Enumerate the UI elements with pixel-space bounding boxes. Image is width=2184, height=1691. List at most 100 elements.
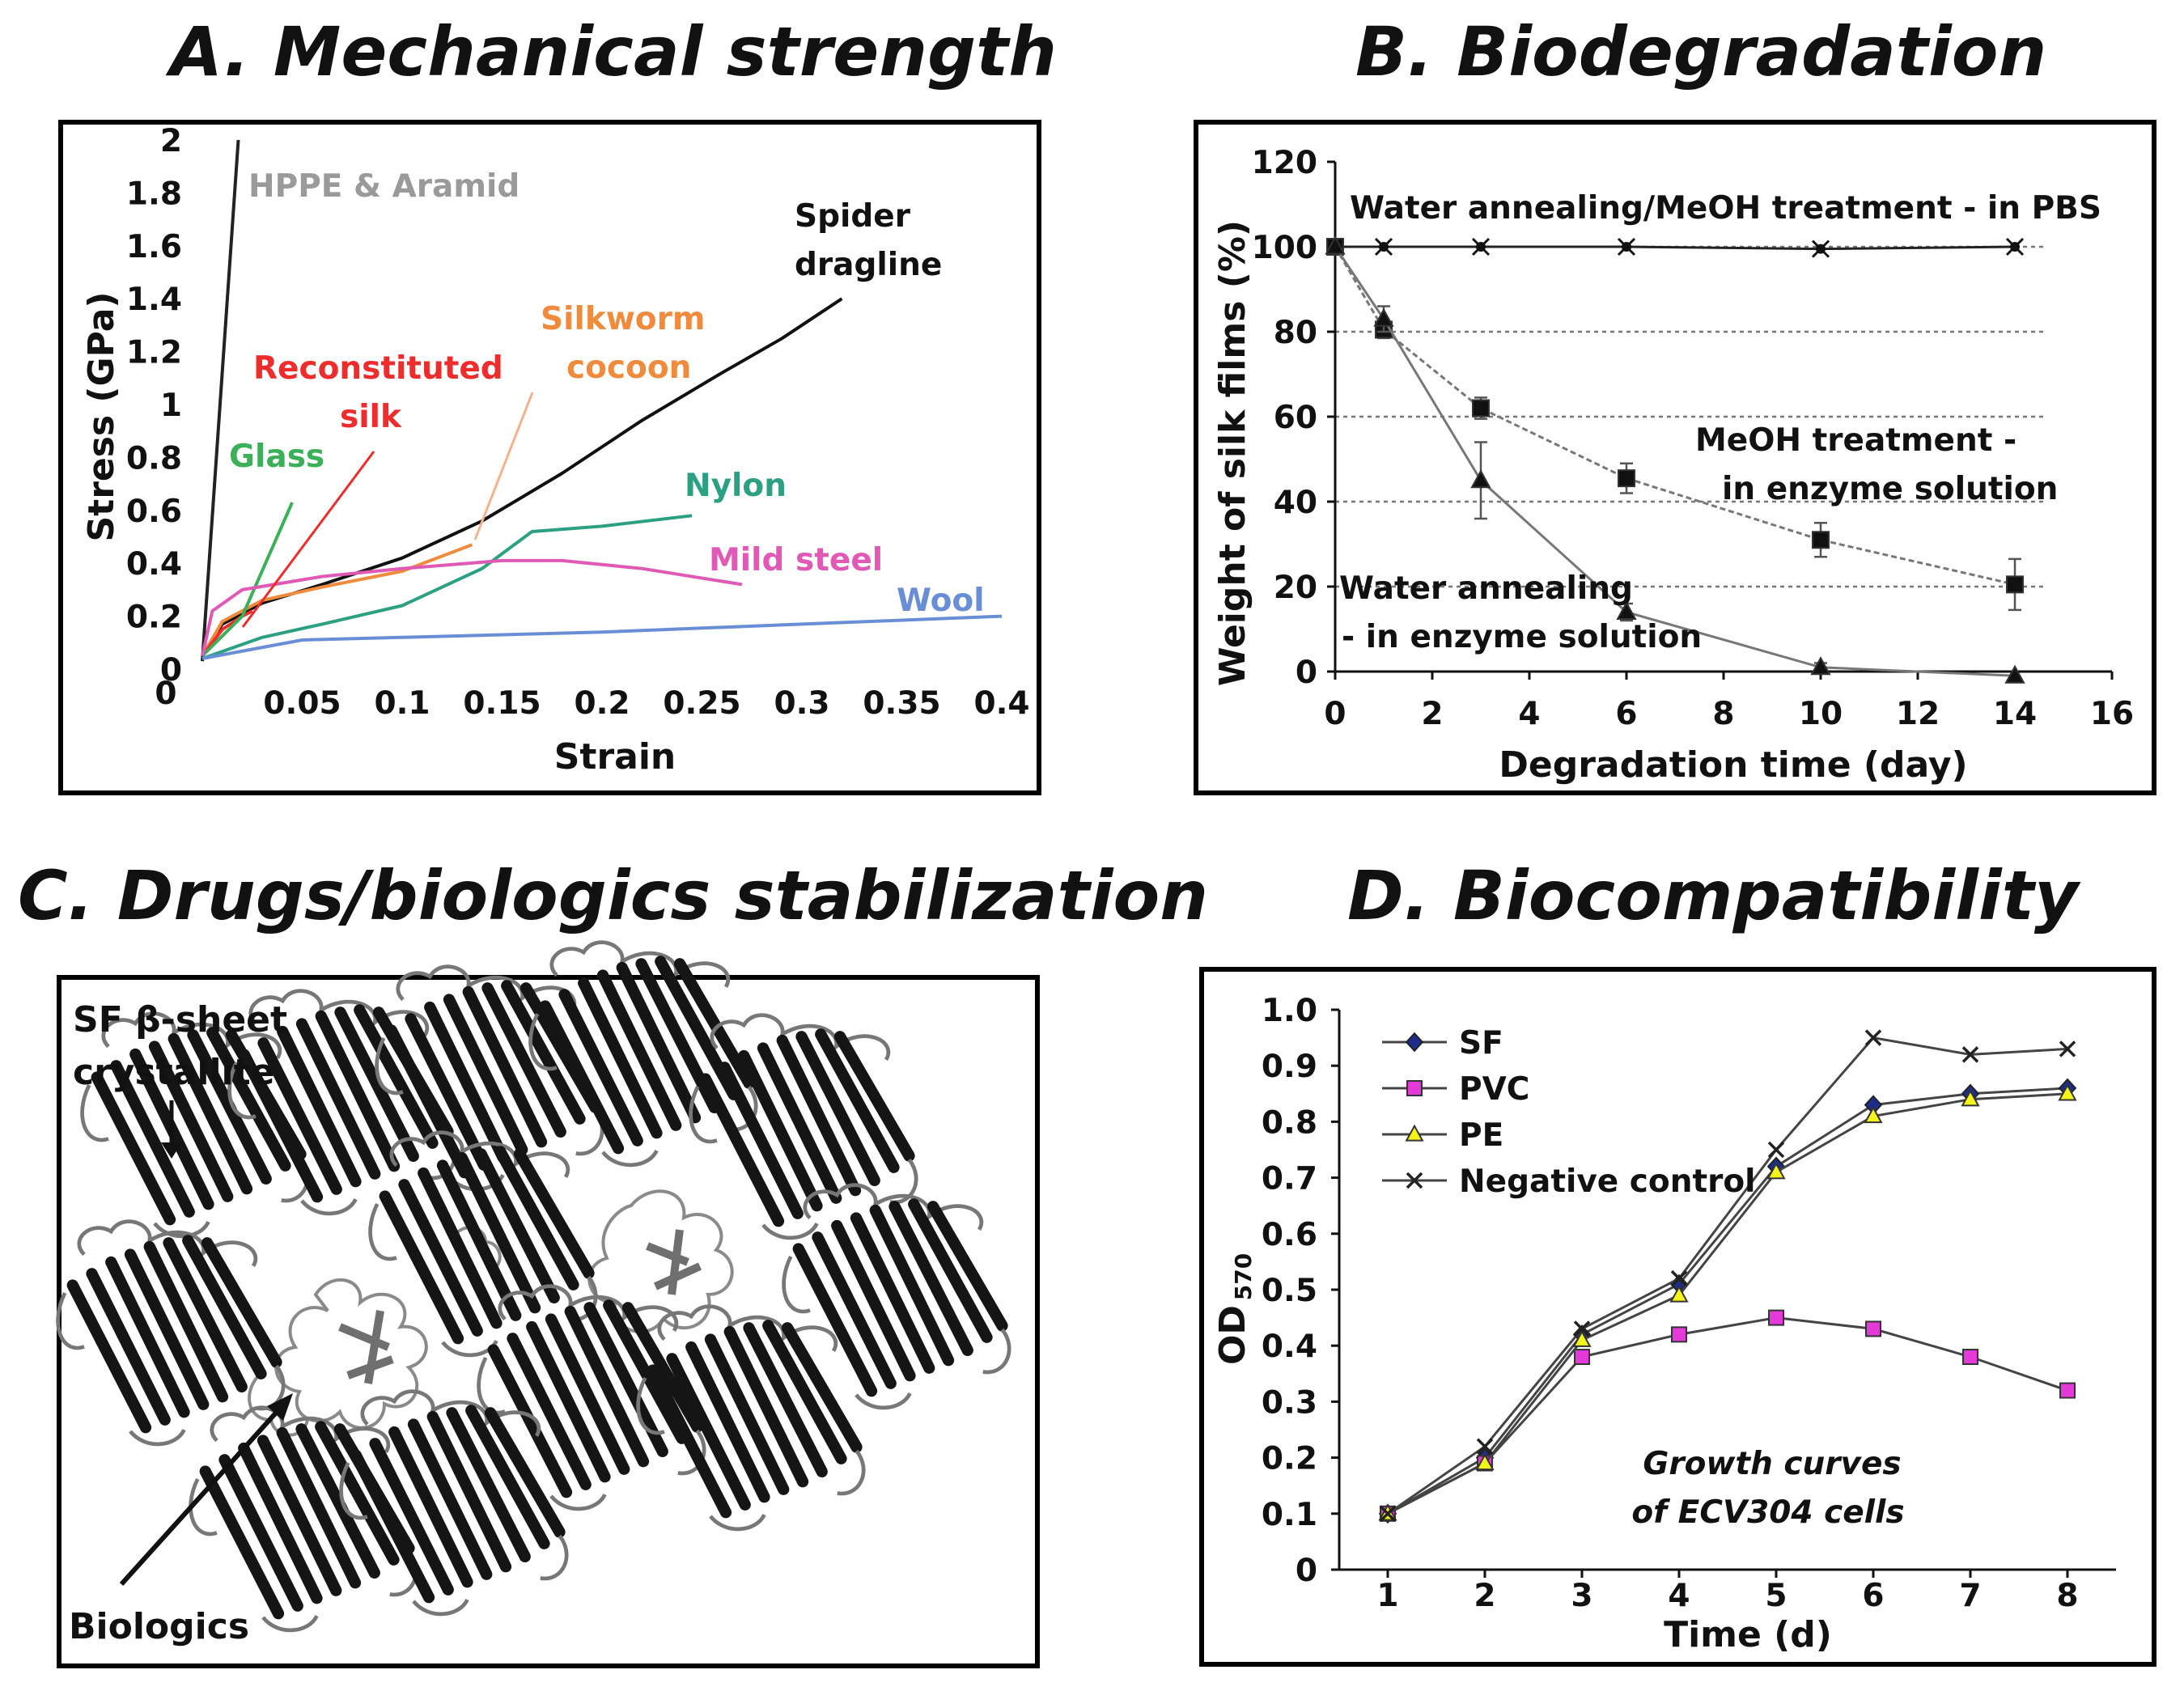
b-y-tick-80: 80 (1274, 315, 1317, 351)
b-y-tick-20: 20 (1274, 570, 1317, 606)
panel-d-title: D. Biocompatibility (1347, 856, 2079, 935)
label-spider-dragline-line1: Spider (795, 198, 911, 235)
panel-a-title: A. Mechanical strength (170, 12, 1058, 91)
d-point-pvc-2 (1574, 1349, 1590, 1366)
d-legend-label-negative-control: Negative control (1459, 1163, 1756, 1200)
a-y-tick-1-2: 1.2 (126, 335, 182, 371)
panel-d-y-ticks: 0 0.1 0.2 0.3 0.4 0.5 0.6 0.7 0.8 0.9 1.0 (1262, 993, 1339, 1589)
panel-a-x-ticks: 0 0.05 0.1 0.15 0.2 0.25 0.3 0.35 0.4 (155, 676, 1029, 722)
d-point-negative-control-2 (1573, 1320, 1591, 1337)
panel-d-frame (1199, 967, 2156, 1667)
a-line-hppe-aramid (201, 139, 240, 662)
b-y-tick-120: 120 (1252, 145, 1317, 181)
b-x-tick-14: 14 (1993, 696, 2037, 732)
a-x-tick-0-35: 0.35 (863, 685, 940, 722)
a-x-tick-0-05: 0.05 (263, 685, 341, 722)
panel-b-chart: 0 20 40 60 80 100 120 0 2 4 6 8 10 12 14 16 Degradatio… (1212, 145, 2134, 786)
panel-b-x-ticks: 0 2 4 6 8 10 12 14 16 (1324, 672, 2134, 732)
d-legend-label-pe: PE (1459, 1117, 1503, 1154)
d-x-tick-8: 8 (2056, 1578, 2078, 1614)
b-x-tick-12: 12 (1896, 696, 1940, 732)
b-y-tick-100: 100 (1252, 230, 1317, 266)
a-line-nylon (201, 514, 693, 660)
b-line-water-annealing-meoh-treatment-in-pbs (1335, 245, 2016, 251)
d-series-negative-control (1379, 1029, 2076, 1523)
pointer-reconstituted-silk (241, 451, 375, 628)
d-point-pe-3 (1669, 1285, 1689, 1303)
annotation-growth-curves-line2: of ECV304 cells (1631, 1494, 1904, 1531)
panel-a-series (201, 139, 1003, 662)
b-y-tick-40: 40 (1274, 485, 1317, 521)
b-series-water-annealing-meoh-treatment-in-pbs (1325, 237, 2025, 258)
d-point-negative-control-0 (1379, 1505, 1397, 1523)
a-line-mild-steel (201, 558, 743, 657)
b-point-water-annealing-meoh-treatment-in-pbs-5-cross (2005, 237, 2025, 256)
d-point-pe-7 (2058, 1083, 2077, 1101)
panel-a-frame (58, 120, 1041, 795)
d-y-tick-0-9: 0.9 (1262, 1049, 1317, 1085)
b-y-tick-60: 60 (1274, 400, 1317, 436)
d-y-tick-0: 0 (1296, 1553, 1317, 1589)
d-x-tick-1: 1 (1376, 1578, 1398, 1614)
d-line-pe (1387, 1092, 2068, 1515)
arrow-biologics (119, 1393, 293, 1587)
b-point-water-annealing-meoh-treatment-in-pbs-2 (1471, 237, 1491, 256)
panel-b-x-axis-label: Degradation time (day) (1499, 744, 1967, 786)
panel-a-chart: 0 0.2 0.4 0.6 0.8 1 1.2 1.4 1.6 1.8 2 0 0.05 0.1 0.15… (81, 123, 1030, 778)
a-x-tick-0-3: 0.3 (774, 685, 829, 722)
a-x-tick-0-2: 0.2 (574, 685, 630, 722)
b-point-water-annealing-meoh-treatment-in-pbs-2-cross (1471, 237, 1491, 256)
d-x-tick-7: 7 (1959, 1578, 1981, 1614)
d-x-tick-2: 2 (1474, 1578, 1495, 1614)
label-crystallite: crystallite (73, 1052, 275, 1093)
a-y-tick-0-4: 0.4 (126, 546, 182, 583)
b-x-tick-4: 4 (1518, 696, 1540, 732)
d-legend-marker-pe (1405, 1124, 1424, 1142)
d-y-tick-0-4: 0.4 (1262, 1329, 1317, 1365)
a-y-tick-1-8: 1.8 (126, 176, 182, 212)
panel-c-illustration: SF β-sheet crystallite Biologics (58, 943, 1010, 1647)
label-wool: Wool (897, 583, 985, 619)
b-point-water-annealing-in-enzyme-solution-5 (2004, 664, 2025, 684)
d-x-tick-5: 5 (1765, 1578, 1787, 1614)
panel-b-y-axis-label: Weight of silk films (%) (1212, 220, 1253, 686)
d-point-pvc-3 (1671, 1326, 1687, 1343)
label-water-enzyme-line1: Water annealing (1339, 570, 1633, 607)
d-y-tick-0-5: 0.5 (1262, 1273, 1317, 1309)
d-point-pvc-6 (1962, 1349, 1978, 1366)
panel-b-y-ticks: 0 20 40 60 80 100 120 (1252, 145, 1335, 691)
d-point-pe-5 (1864, 1106, 1883, 1124)
d-point-pe-2 (1572, 1329, 1592, 1347)
a-y-tick-1-6: 1.6 (126, 229, 182, 265)
d-y-tick-0-6: 0.6 (1262, 1217, 1317, 1253)
b-point-meoh-treatment-in-enzyme-solution-3 (1618, 469, 1635, 488)
label-reconstituted-silk-line1: Reconstituted (253, 350, 503, 387)
label-nylon: Nylon (685, 468, 787, 504)
b-line-water-annealing-in-enzyme-solution (1334, 246, 2016, 677)
panel-b-frame (1194, 120, 2156, 795)
d-y-tick-0-1: 0.1 (1262, 1497, 1317, 1533)
d-point-negative-control-7 (2059, 1040, 2076, 1057)
b-y-tick-0: 0 (1296, 655, 1317, 691)
d-legend-entry-pvc: PVC (1382, 1071, 1529, 1108)
d-line-pvc (1387, 1316, 2068, 1515)
d-legend-entry-pe: PE (1382, 1117, 1503, 1154)
arrow-crystallite (161, 1100, 182, 1159)
label-hppe-aramid: HPPE & Aramid (248, 168, 519, 205)
a-x-tick-0-1: 0.1 (374, 685, 430, 722)
d-legend-marker-pvc (1406, 1080, 1423, 1096)
panel-b-title: B. Biodegradation (1355, 12, 2047, 91)
panel-d-series (1378, 1029, 2077, 1524)
b-point-water-annealing-meoh-treatment-in-pbs-3-cross (1617, 237, 1636, 256)
a-y-tick-1: 1 (160, 388, 182, 424)
d-series-pvc (1380, 1309, 2076, 1522)
panel-d-legend: SF PVC PE Negative control (1382, 1025, 1756, 1200)
panel-d-axes (1338, 1010, 2116, 1571)
d-point-negative-control-4 (1767, 1141, 1785, 1159)
b-point-water-annealing-meoh-treatment-in-pbs-3 (1617, 237, 1636, 256)
d-legend-entry-sf: SF (1382, 1025, 1503, 1062)
a-y-tick-0-8: 0.8 (126, 440, 182, 477)
panel-a-y-ticks: 0 0.2 0.4 0.6 0.8 1 1.2 1.4 1.6 1.8 2 (126, 123, 182, 689)
d-legend-entry-negative-control: Negative control (1382, 1163, 1756, 1200)
